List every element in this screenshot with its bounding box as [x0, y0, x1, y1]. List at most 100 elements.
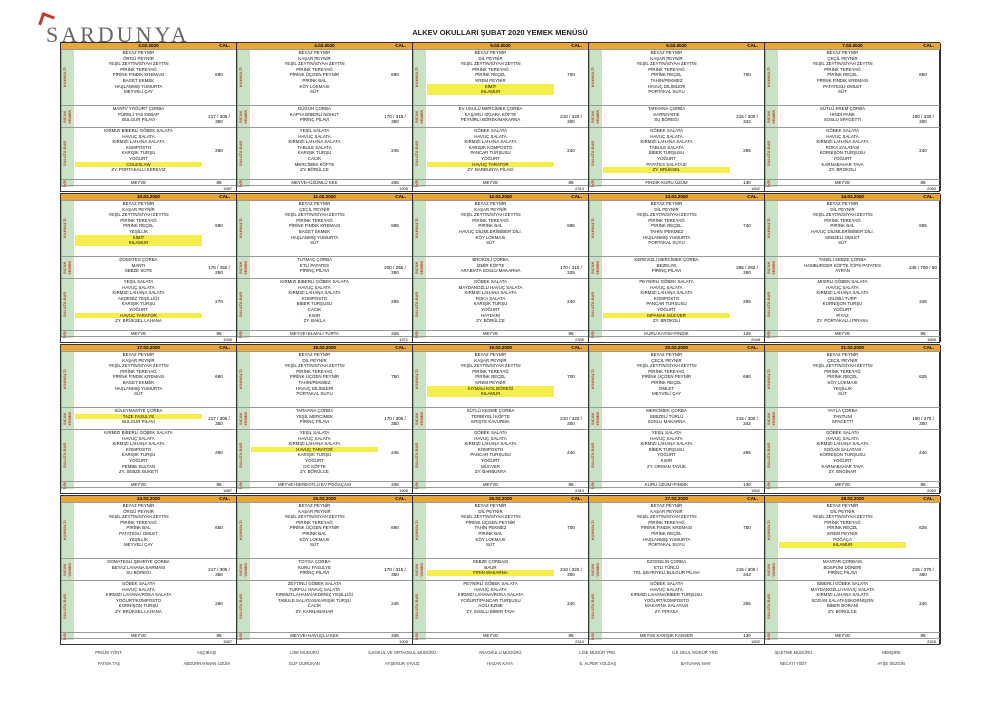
menu-item: YOĞURT [833, 457, 852, 463]
section-kahvalti: KAHVALTI BEYAZ PEYNİR DİL PEYNİR YEŞİL ZEYT… [589, 200, 764, 256]
menu-item: KÖY LOKMASI [475, 536, 506, 542]
menu-item: PİRİNK REÇEL [651, 223, 682, 229]
menu-item: KIRMIZI LAHANA/AKDENİZ YEŞİLLİĞİ [275, 592, 354, 598]
section-items: YEŞİL SALATA HAVUÇ SALATA KIRMIZI LAHANA S… [75, 279, 202, 330]
menu-item: ZY. BROKOLİ [652, 318, 680, 324]
menu-item: YOĞURT [481, 155, 500, 161]
section-kahvalti: KAHVALTI BEYAZ PEYNİR KAŞAR PEYNİR YEŞİL ZE… [413, 351, 588, 407]
section-salata: SALATA BAR YEŞİL SALATA HAVUÇ SALATA KIRMIZ… [61, 278, 236, 330]
menu-item: GÖBEK SALATA [121, 581, 156, 586]
section-salata: SALATA BAR KIRMIZI BİBERLİ GÖBEK SALATA HA… [61, 127, 236, 179]
day-column: 21.02.2020 CAL. KAHVALTI BEYAZ PEYNİR ÇEÇİL … [765, 345, 941, 493]
menu-item: YEŞİL ZEYTİN/SİYAH ZEYTİN [284, 61, 345, 67]
menu-item: ÇEÇİL PEYNİR [827, 55, 858, 61]
menu-item: KREM PEYNİR [475, 77, 506, 83]
day-header: 18.02.2020 CAL. [237, 345, 412, 351]
section-items: ZEYTİNLİ GÖBEK SALATA TURPLU HAVUÇ SALATA… [251, 581, 378, 632]
menu-item: HAVUÇ TARATOR [251, 446, 378, 453]
section-items: SÜLEYMANİYE ÇORBA TAZE FASULYE BULGUR PİLA… [75, 408, 202, 429]
calorie-value: 170 / 310 / 325 [560, 265, 582, 276]
menu-item: TOYGA ÇORBA [298, 559, 331, 564]
calorie-value: 240 [567, 450, 575, 456]
menu-item: YOĞURT [305, 457, 324, 463]
section-label: KAHVALTI [61, 50, 74, 105]
menu-item: MEYVELİ ÇAY [124, 89, 153, 95]
day-header: 6.02.2020 CAL. [589, 43, 764, 49]
menu-item: HAVUÇ SALATA [650, 435, 683, 441]
cal-label: CAL. [219, 496, 230, 501]
day-header: 14.02.2020 CAL. [765, 194, 940, 200]
calorie-value: 345 [919, 299, 927, 305]
menu-item: ZY. BÖRÜLCE [828, 608, 857, 614]
day-column: 27.02.2020 CAL. KAHVALTI BEYAZ PEYNİR KAŞAR … [589, 496, 765, 644]
menu-item: PİRİNK REÇEL [827, 525, 858, 531]
footer-role: İLK OKUL MÜDÜR YRD. [672, 650, 719, 655]
menu-item: DİLİMLİ TURP [828, 295, 857, 301]
menu-item: OMLET [658, 385, 675, 391]
menu-item: KIRMIZI LAHANA SALATA [288, 139, 341, 145]
menu-item: KARIŞIK TURŞU [121, 301, 156, 307]
menu-item: YEŞİL ZEYTİN/SİYAH ZEYTİN [812, 363, 873, 369]
section-label: SICAK YEMEK [237, 559, 250, 580]
menu-item: PİRİNK TEREYAĞ [472, 368, 509, 374]
menu-item: PORTAKAL SUYU [648, 240, 685, 246]
section-salata: SALATA BAR GÖBEK SALATA HAVUÇ SALATA KIRMIZ… [589, 580, 764, 632]
calorie-value: 210 / 320 / 300 [560, 567, 582, 578]
menu-item: KIRMIZI BİBERLİ GÖBEK SALATA [280, 279, 349, 284]
section-label: KAHVALTI [61, 503, 74, 558]
day-header: 28.02.2020 CAL. [765, 496, 940, 502]
menu-item: KORNİŞON TURŞU [822, 301, 863, 307]
section-label: KAHVALTI [765, 201, 778, 256]
section-ikindi: İKİNDİ MEYVE KARIŞIK KANSER 130 [589, 632, 764, 640]
menu-item: TABULE SALATASI/KARIŞIK TURŞU [277, 597, 352, 603]
menu-item: YOĞURT [481, 306, 500, 312]
menu-item: PİRİNK BAL [478, 530, 503, 536]
day-date: 7.02.2020 [842, 43, 863, 48]
menu-item: KAŞAR PEYNİR [298, 508, 331, 514]
menu-item: KÖY LOKMASI [827, 379, 858, 385]
day-date: 3.02.2020 [138, 43, 159, 48]
menu-item: HAVUÇ SALATA [122, 133, 155, 139]
section-items: GÖBEK SALATA HAVUÇ SALATA KIRMIZI LAHANA S… [427, 128, 554, 179]
menu-item: PEYNİRLİ BÖREK/MAKARNA [460, 117, 521, 123]
calorie-value: 690 [391, 525, 399, 530]
menu-item: KIRMIZI LAHANA SALATA [464, 441, 517, 447]
menu-item: KISIR [308, 312, 321, 318]
calorie-value: 210 / 320 / 300 [560, 114, 582, 125]
footer-role: ANAOKULU MÜDÜRÜ [478, 650, 522, 655]
menu-item: BROKOLİ ÇORBA [472, 257, 509, 262]
section-items: MEYVE [779, 633, 906, 640]
menu-item: YOĞURT [129, 457, 148, 463]
footer-roles: PROJE YÖNT. AŞÇIBAŞI LİSE MÜDÜRÜ İLKOKUL VE… [60, 650, 940, 655]
section-sicak: SICAK YEMEK SÜLEYMANİYE ÇORBA TAZE FASULYE… [61, 407, 236, 429]
menu-item: YOĞURT [657, 452, 676, 458]
menu-item: HAMBURGER KÖFTE /CİPS PATATES [803, 262, 881, 268]
calorie-value: 680 [215, 223, 223, 228]
menu-item: IHLAMUR [427, 89, 554, 95]
section-label: SALATA BAR [765, 128, 778, 179]
menu-item: IHLAMUR [779, 542, 906, 548]
menu-item: YEŞİL ZEYTİN/SİYAH ZEYTİN [460, 212, 521, 218]
section-salata: SALATA BAR GÖBEK SALATA HAVUÇ SALATA KIRMIZ… [765, 127, 940, 179]
menu-item: KORNİŞON TURŞUSU [819, 452, 866, 458]
signature-footer: PROJE YÖNT. AŞÇIBAŞI LİSE MÜDÜRÜ İLKOKUL VE… [60, 650, 940, 680]
day-column: 12.02.2020 CAL. KAHVALTI BEYAZ PEYNİR KAŞAR … [413, 194, 589, 342]
menu-item: KAŞARLI IZGARA KÖFTE [464, 111, 517, 117]
section-salata: SALATA BAR GÖBEK SALATA MAYDANOZLU HAVUÇ S… [413, 278, 588, 330]
menu-item: KARIŞIK TURŞU [473, 301, 508, 307]
menu-item: SU BÖREĞİ [126, 570, 151, 576]
menu-item: BEYAZ PEYNİR [122, 352, 155, 357]
menu-item: TUTMAÇ ÇORBA [296, 257, 333, 262]
menu-item: HAVUÇ TARATOR [427, 161, 554, 168]
menu-item: PİRİNK TEREYAĞ [296, 519, 333, 525]
section-ikindi: İKİNDİ MEYVE 85 [765, 481, 940, 489]
calorie-value: 85 [216, 331, 222, 336]
section-items: BEYAZ PEYNİR DİL PEYNİR YEŞİL ZEYTİN/SİYAH… [603, 201, 730, 256]
day-date: 4.02.2020 [314, 43, 335, 48]
day-column: 14.02.2020 CAL. KAHVALTI BEYAZ PEYNİR DİL PE… [765, 194, 941, 342]
menu-item: ERİŞTE KAVURMA [471, 419, 510, 425]
day-header: 24.02.2020 CAL. [61, 496, 236, 502]
day-header: 27.02.2020 CAL. [589, 496, 764, 502]
menu-item: BEYAZ PEYNİR [650, 50, 683, 55]
menu-item: ISPANAK MÜCVER [603, 312, 730, 319]
